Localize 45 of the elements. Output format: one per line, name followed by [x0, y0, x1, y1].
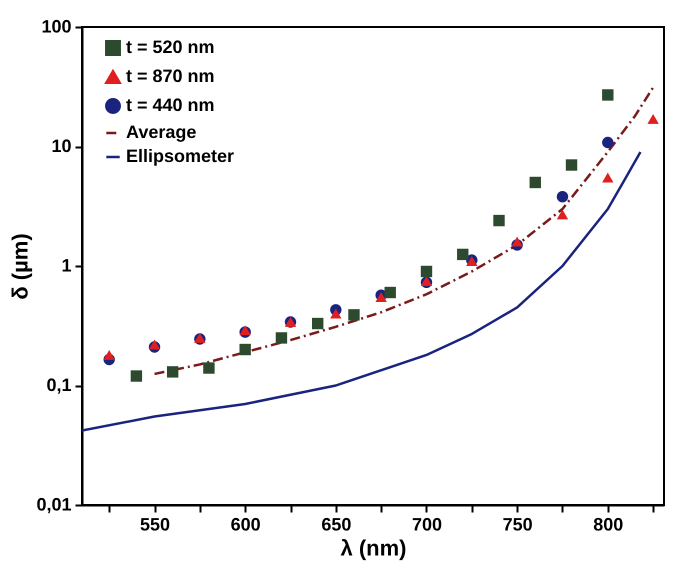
- legend-label: t = 870 nm: [126, 66, 215, 86]
- point: [130, 370, 142, 382]
- legend-label: t = 440 nm: [126, 95, 215, 115]
- point: [166, 366, 178, 378]
- point: [647, 114, 659, 124]
- point: [566, 159, 578, 171]
- point: [239, 325, 251, 336]
- x-tick-label: 800: [593, 514, 624, 534]
- y-tick-label: 0,1: [46, 375, 72, 395]
- point: [103, 350, 115, 360]
- point: [348, 309, 360, 321]
- x-tick-label: 750: [502, 514, 533, 534]
- point: [420, 276, 432, 286]
- point: [457, 248, 468, 260]
- y-tick-label: 100: [41, 16, 72, 36]
- point: [420, 266, 432, 278]
- y-tick-label: 0,01: [36, 494, 72, 514]
- x-tick-label: 600: [230, 514, 261, 534]
- x-tick-label: 650: [321, 514, 352, 534]
- y-tick-label: 1: [61, 256, 72, 276]
- point: [602, 89, 614, 101]
- line-series: [82, 150, 642, 432]
- legend-label: Ellipsometer: [126, 146, 234, 166]
- point: [148, 340, 160, 350]
- legend-label: t = 520 nm: [126, 37, 215, 57]
- point: [530, 176, 541, 188]
- point: [384, 286, 396, 298]
- point: [511, 236, 523, 247]
- point: [375, 292, 387, 302]
- point: [602, 136, 614, 148]
- point: [556, 191, 568, 202]
- point: [312, 318, 324, 330]
- x-axis-title: λ (nm): [340, 536, 406, 560]
- legend-label: Average: [126, 122, 196, 142]
- point: [330, 308, 342, 318]
- x-tick-label: 700: [412, 514, 442, 534]
- point: [276, 332, 288, 344]
- point: [239, 344, 251, 356]
- x-tick-label: 550: [140, 514, 170, 534]
- y-tick-label: 10: [51, 136, 72, 156]
- y-axis-title: δ (µm): [7, 233, 32, 300]
- point: [493, 214, 505, 226]
- point: [556, 210, 568, 220]
- point: [203, 362, 215, 374]
- point: [602, 172, 614, 182]
